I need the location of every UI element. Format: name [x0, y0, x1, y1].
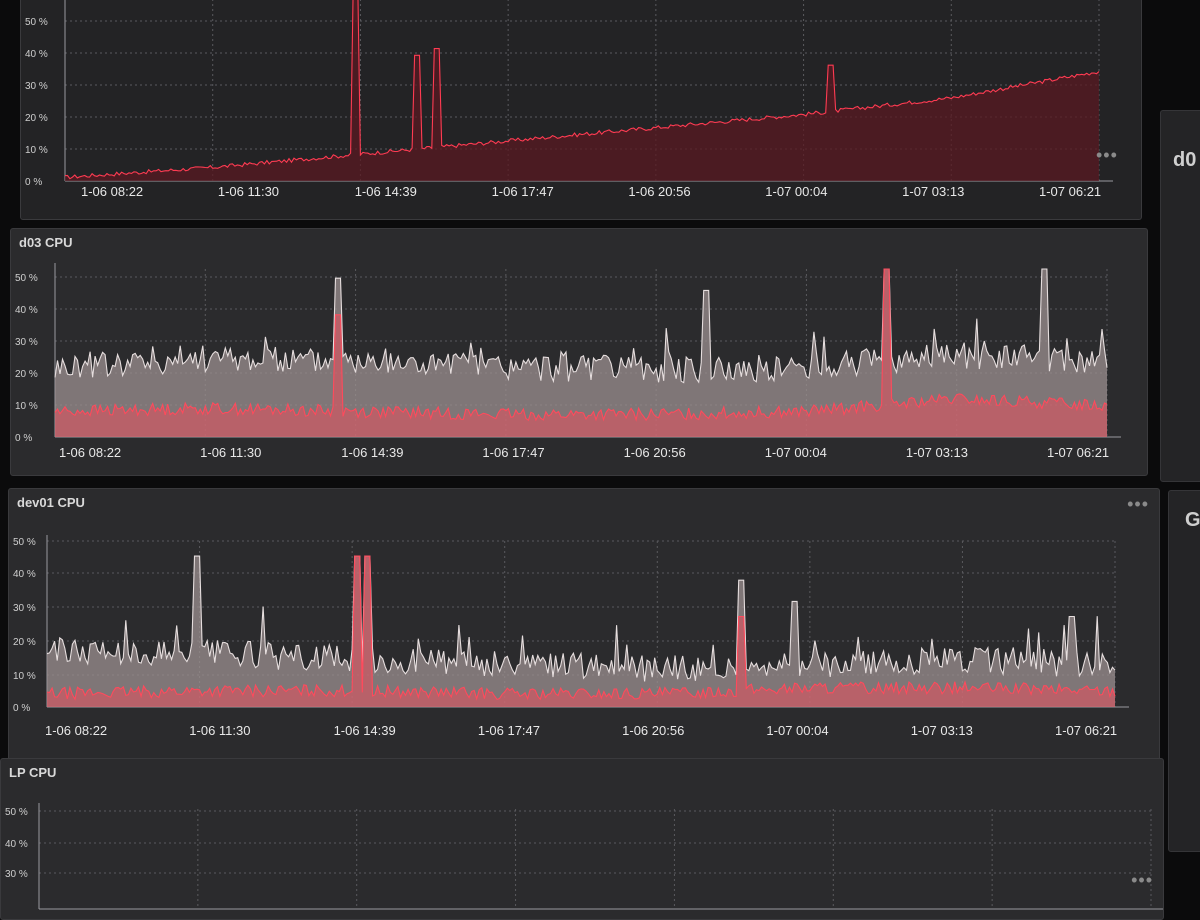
x-tick-label: 1-07 03:13: [902, 184, 964, 199]
cpu-panel-d03: d03 CPU 0 % 10 % 20 % 30 % 40 % 50 % 1-06 08:2…: [10, 228, 1148, 476]
y-tick-label: 30 %: [5, 869, 28, 880]
x-tick-label: 1-06 14:39: [355, 184, 417, 199]
x-tick-label: 1-06 20:56: [622, 723, 684, 738]
y-tick-label: 30 %: [25, 81, 48, 92]
series-area-total: [47, 556, 1115, 707]
y-tick-label: 40 %: [13, 569, 36, 580]
cpu-chart-dev01: 0 % 10 % 20 % 30 % 40 % 50 % 1-06 08:22 1-06 11…: [13, 535, 1129, 738]
panel-title: d03 CPU: [19, 235, 73, 250]
x-tick-label: 1-07 03:13: [906, 445, 968, 460]
x-tick-label: 1-06 17:47: [492, 184, 554, 199]
panel-title: LP CPU: [9, 765, 57, 780]
y-tick-label: 50 %: [25, 17, 48, 28]
panel-menu-button[interactable]: •••: [1096, 145, 1118, 165]
series-line-system: [46, 555, 1116, 701]
y-tick-label: 50 %: [5, 807, 28, 818]
y-tick-label: 40 %: [25, 49, 48, 60]
panel-title: dev01 CPU: [17, 495, 85, 510]
side-panel-d0: d0: [1160, 110, 1200, 482]
y-tick-label: 10 %: [25, 145, 48, 156]
y-tick-label: 10 %: [13, 671, 36, 682]
side-panel-title: d0: [1173, 149, 1197, 171]
y-tick-label: 50 %: [15, 273, 38, 284]
series-line-system: [54, 268, 1108, 422]
y-tick-label: 20 %: [13, 637, 36, 648]
y-tick-label: 20 %: [15, 369, 38, 380]
series-area-cpu: [65, 0, 1099, 181]
series-area-total: [55, 269, 1107, 437]
x-tick-label: 1-07 06:21: [1055, 723, 1117, 738]
x-tick-label: 1-06 14:39: [334, 723, 396, 738]
side-panel-g: G: [1168, 490, 1200, 852]
series-line-cpu: [64, 0, 1100, 180]
y-tick-label: 40 %: [15, 305, 38, 316]
x-tick-label: 1-06 11:30: [200, 445, 261, 460]
x-tick-label: 1-07 03:13: [911, 723, 973, 738]
y-tick-label: 0 %: [13, 703, 30, 714]
y-tick-label: 40 %: [5, 839, 28, 850]
series-line-total: [46, 555, 1116, 682]
panel-menu-button[interactable]: •••: [1131, 870, 1153, 890]
cpu-panel-lp: LP CPU ••• 30 % 40 % 50 %: [0, 758, 1164, 920]
panel-menu-button[interactable]: •••: [1127, 494, 1149, 514]
x-tick-label: 1-06 20:56: [628, 184, 690, 199]
side-panel-title: G: [1185, 509, 1200, 531]
x-tick-label: 1-06 17:47: [482, 445, 544, 460]
y-tick-label: 30 %: [13, 603, 36, 614]
x-tick-label: 1-07 06:21: [1039, 184, 1101, 199]
cpu-chart-top: 0 % 10 % 20 % 30 % 40 % 50 % 1-06 08:22 1-06 11…: [25, 0, 1113, 199]
x-tick-label: 1-06 17:47: [478, 723, 540, 738]
cpu-panel-top: 0 % 10 % 20 % 30 % 40 % 50 % 1-06 08:22 1-06 11…: [20, 0, 1142, 220]
x-tick-label: 1-06 14:39: [341, 445, 403, 460]
cpu-chart-lp: 30 % 40 % 50 %: [5, 803, 1163, 910]
y-tick-label: 0 %: [15, 433, 32, 444]
x-tick-label: 1-06 11:30: [189, 723, 250, 738]
y-tick-label: 0 %: [25, 177, 42, 188]
x-tick-label: 1-06 08:22: [45, 723, 107, 738]
x-tick-label: 1-06 08:22: [81, 184, 143, 199]
series-area-system: [55, 269, 1107, 437]
x-tick-label: 1-07 06:21: [1047, 445, 1109, 460]
x-tick-label: 1-06 20:56: [624, 445, 686, 460]
y-tick-label: 10 %: [15, 401, 38, 412]
y-tick-label: 20 %: [25, 113, 48, 124]
x-tick-label: 1-07 00:04: [765, 445, 827, 460]
x-tick-label: 1-06 11:30: [218, 184, 279, 199]
y-tick-label: 30 %: [15, 337, 38, 348]
y-tick-label: 50 %: [13, 537, 36, 548]
series-area-system: [47, 556, 1115, 707]
grid: [38, 809, 1152, 909]
cpu-chart-d03: 0 % 10 % 20 % 30 % 40 % 50 % 1-06 08:22 1-06 11…: [15, 263, 1121, 460]
x-tick-label: 1-06 08:22: [59, 445, 121, 460]
x-tick-label: 1-07 00:04: [765, 184, 827, 199]
x-tick-label: 1-07 00:04: [766, 723, 828, 738]
series-line-total: [54, 268, 1108, 384]
